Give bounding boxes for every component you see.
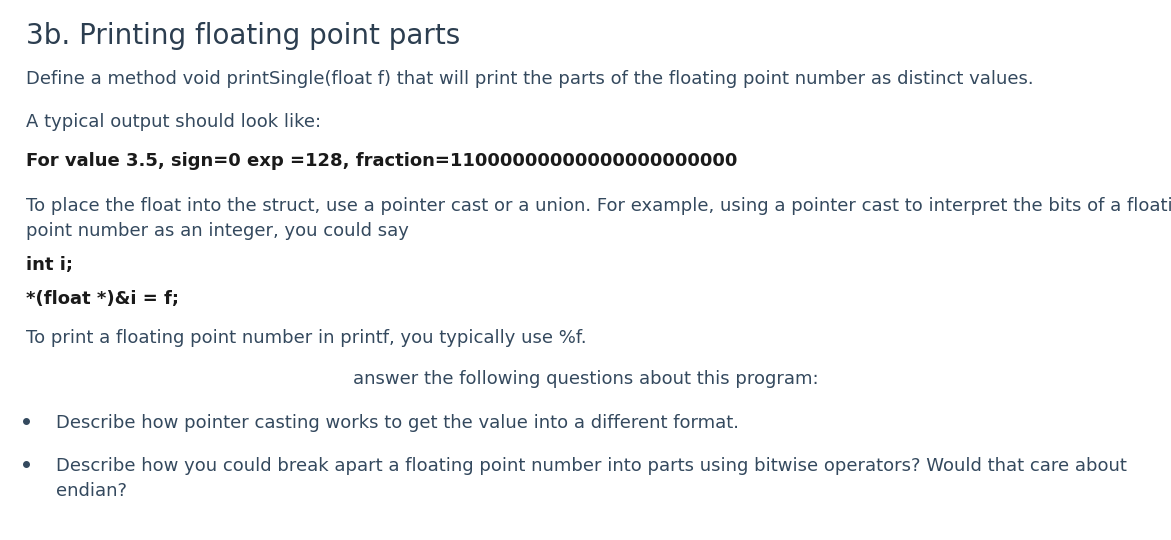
Text: To place the float into the struct, use a pointer cast or a union. For example, : To place the float into the struct, use … — [26, 197, 1171, 240]
Text: Describe how pointer casting works to get the value into a different format.: Describe how pointer casting works to ge… — [56, 414, 739, 432]
Text: A typical output should look like:: A typical output should look like: — [26, 113, 321, 131]
Text: Describe how you could break apart a floating point number into parts using bitw: Describe how you could break apart a flo… — [56, 457, 1127, 501]
Text: To print a floating point number in printf, you typically use %f.: To print a floating point number in prin… — [26, 329, 587, 347]
Text: Define a method void printSingle(float f) that will print the parts of the float: Define a method void printSingle(float f… — [26, 70, 1033, 88]
Text: answer the following questions about this program:: answer the following questions about thi… — [352, 370, 819, 388]
Text: For value 3.5, sign=0 exp =128, fraction=11000000000000000000000: For value 3.5, sign=0 exp =128, fraction… — [26, 152, 737, 170]
Text: int i;: int i; — [26, 256, 73, 274]
Text: *(float *)&i = f;: *(float *)&i = f; — [26, 290, 179, 308]
Text: 3b. Printing floating point parts: 3b. Printing floating point parts — [26, 22, 460, 50]
